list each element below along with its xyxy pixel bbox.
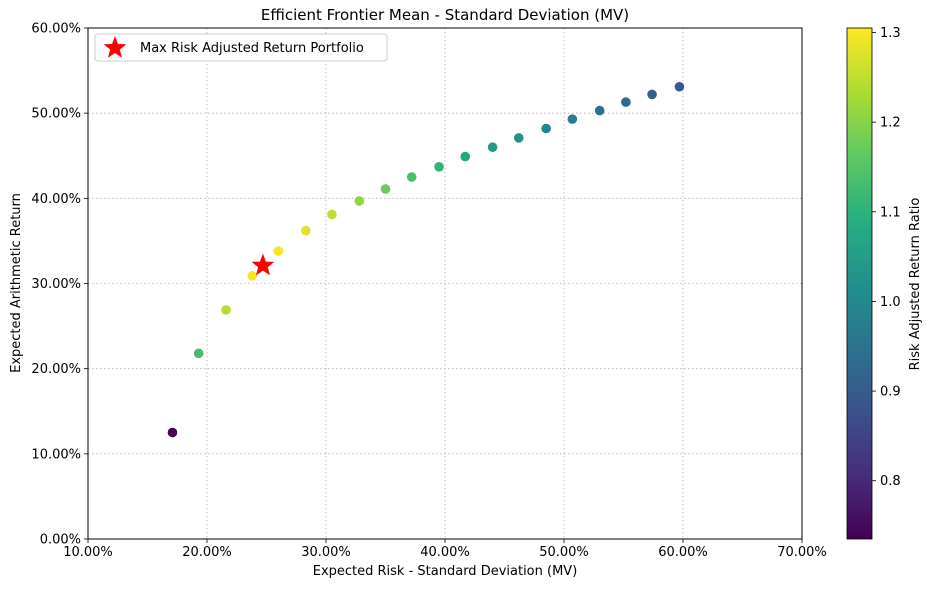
colorbar-tick-label: 1.3 xyxy=(880,26,901,41)
portfolio-point xyxy=(406,172,417,182)
x-tick-label: 50.00% xyxy=(539,545,589,560)
portfolio-point xyxy=(541,123,551,134)
portfolio-point xyxy=(380,184,391,194)
portfolio-point xyxy=(247,271,258,281)
colorbar-tick-label: 1.2 xyxy=(880,116,901,131)
y-tick-label: 30.00% xyxy=(31,277,81,292)
colorbar-tick-label: 1.1 xyxy=(880,205,901,220)
x-tick-label: 10.00% xyxy=(63,545,113,560)
x-tick-label: 60.00% xyxy=(658,545,708,560)
legend-label: Max Risk Adjusted Return Portfolio xyxy=(140,41,364,56)
portfolio-point xyxy=(300,225,311,236)
colorbar-label: Risk Adjusted Return Ratio xyxy=(908,198,923,371)
portfolio-point xyxy=(487,142,498,153)
x-axis: 10.00% 20.00% 30.00% 40.00% 50.00% 60.00% 70.0… xyxy=(63,539,827,560)
portfolio-point xyxy=(354,196,365,206)
y-tick-label: 20.00% xyxy=(31,362,81,377)
y-tick-label: 50.00% xyxy=(31,107,81,122)
portfolio-point xyxy=(567,114,578,124)
y-axis-label: Expected Arithmetic Return xyxy=(9,193,24,373)
legend-star-icon xyxy=(103,36,127,58)
portfolio-point xyxy=(167,427,178,438)
grid-lines xyxy=(88,28,802,539)
colorbar-tick-label: 0.9 xyxy=(880,385,901,400)
portfolio-point xyxy=(674,81,685,92)
legend-box xyxy=(94,33,388,62)
legend-star-mark xyxy=(103,36,127,58)
portfolio-point xyxy=(460,151,471,162)
portfolio-point xyxy=(327,209,337,220)
x-tick-label: 70.00% xyxy=(777,545,827,560)
portfolio-point xyxy=(513,133,524,143)
colorbar-tick-label: 1.0 xyxy=(880,295,901,310)
legend: Max Risk Adjusted Return Portfolio xyxy=(94,33,388,62)
portfolio-point xyxy=(647,89,657,100)
colorbar-tick-label: 0.8 xyxy=(880,474,901,489)
portfolio-point xyxy=(221,305,231,315)
y-tick-label: 10.00% xyxy=(31,447,81,462)
portfolio-points xyxy=(167,81,685,438)
chart-title: Efficient Frontier Mean - Standard Devia… xyxy=(261,6,629,24)
portfolio-point xyxy=(621,97,631,107)
max-portfolio-layer xyxy=(251,253,275,276)
portfolio-point xyxy=(193,348,204,359)
max-portfolio-star xyxy=(251,253,275,276)
y-tick-label: 40.00% xyxy=(31,192,81,207)
y-axis: 0.00% 10.00% 20.00% 30.00% 40.00% 50.00% 60.00… xyxy=(31,22,88,548)
colorbar xyxy=(846,27,873,540)
colorbar-ticks: 0.8 0.9 1.0 1.1 1.2 1.3 xyxy=(872,26,901,489)
y-tick-label: 60.00% xyxy=(31,22,81,37)
x-axis-label: Expected Risk - Standard Deviation (MV) xyxy=(313,564,578,579)
portfolio-point xyxy=(434,162,444,172)
y-tick-label: 0.00% xyxy=(40,533,81,548)
x-tick-label: 30.00% xyxy=(301,545,351,560)
portfolio-point xyxy=(273,246,284,256)
x-tick-label: 20.00% xyxy=(182,545,232,560)
x-tick-label: 40.00% xyxy=(420,545,470,560)
portfolio-point xyxy=(594,105,605,116)
